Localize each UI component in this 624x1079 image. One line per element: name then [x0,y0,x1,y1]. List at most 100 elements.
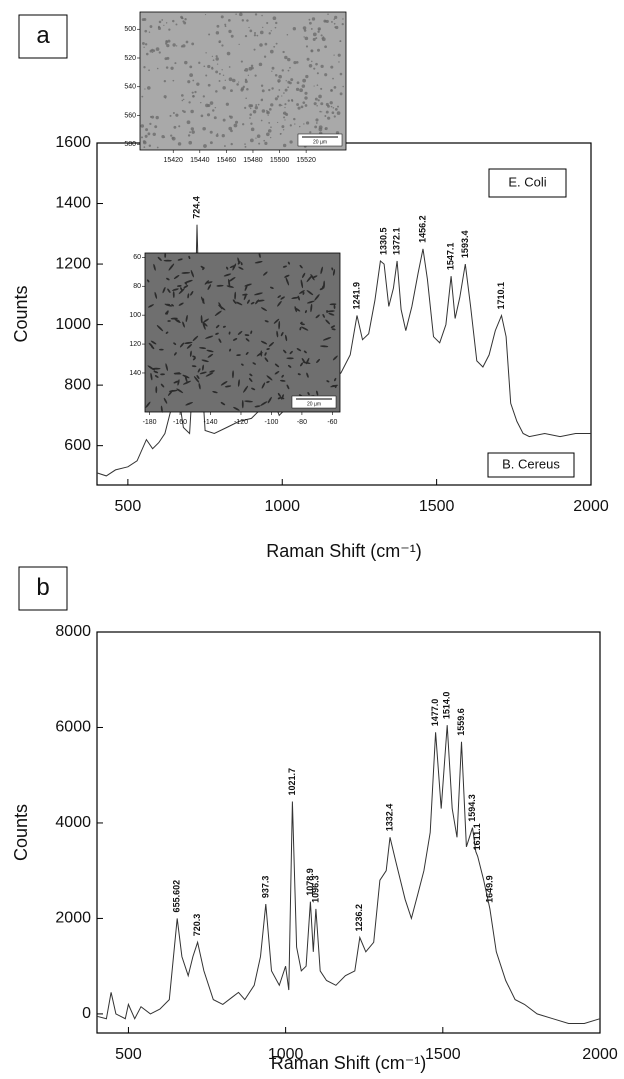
inset-speck [274,97,278,101]
inset-speck [293,117,296,121]
inset-cell [300,362,303,367]
inset-speck [143,17,147,21]
x-tick-label: 1500 [425,1046,461,1063]
inset-cell [277,295,281,298]
inset-speck [283,92,285,94]
inset-speck [299,125,301,128]
inset-speck [249,138,254,143]
inset-speck [324,115,327,117]
inset-speck [180,94,184,97]
inset-speck [194,90,197,94]
inset-speck [252,109,257,114]
inset-cell [172,288,179,291]
inset-speck [301,84,306,88]
inset-y-tick-label: 100 [129,312,141,319]
inset-cell [182,374,190,379]
inset-cell [165,363,168,371]
inset-cell [173,372,182,375]
inset-cell [237,261,241,265]
inset-cell [204,280,210,285]
inset-speck [262,26,264,29]
inset-speck [184,60,188,65]
inset-y-tick-label: 120 [129,341,141,348]
inset-speck [314,97,318,101]
inset-cell [228,278,231,288]
inset-speck [315,122,318,124]
inset-speck [246,87,249,91]
inset-speck [220,15,224,19]
inset-y-tick-label: 580 [124,141,136,148]
inset-speck [189,65,193,69]
inset-cell [177,379,180,386]
inset-speck [315,118,319,122]
inset-speck [205,52,207,54]
inset-cell [266,348,270,350]
inset-speck [186,120,191,125]
inset-speck [268,88,271,92]
inset-cell [245,351,249,355]
inset-speck [337,105,339,108]
inset-speck [283,116,286,119]
inset-cell [167,389,173,396]
inset-speck [248,104,252,108]
inset-speck [178,125,181,128]
inset-speck [222,118,226,122]
x-axis-title: Raman Shift (cm⁻¹) [266,541,422,561]
inset-cell [325,319,331,325]
inset-speck [256,34,259,37]
inset-speck [331,111,335,115]
inset-speck [230,89,233,93]
inset-speck [143,146,146,148]
inset-speck [281,125,285,129]
inset-x-tick-label: -100 [264,419,278,426]
inset-cell [299,264,303,269]
inset-speck [325,110,329,114]
inset-cell [157,256,162,261]
inset-speck [319,110,322,113]
peak-label: 1477.0 [430,699,440,727]
peak-label: 1372.1 [392,228,402,256]
inset-speck [266,109,268,112]
inset-speck [250,122,253,125]
peak-label: 1236.2 [354,904,364,932]
inset-cell [206,349,214,353]
inset-speck [245,97,247,100]
inset-cell [291,296,299,300]
inset-speck [304,36,309,41]
inset-speck [165,22,168,24]
inset-speck [148,31,151,33]
y-tick-label: 1000 [55,316,91,333]
inset-speck [289,140,293,144]
legend-box [487,452,575,478]
inset-speck [161,135,165,139]
inset-speck [168,28,171,31]
inset-cell [270,286,274,289]
inset-speck [281,95,283,97]
inset-cell [150,372,153,381]
inset-cell [273,318,280,324]
inset-speck [248,26,250,29]
inset-cell [172,291,175,299]
inset-speck [334,15,338,19]
inset-speck [190,127,194,131]
inset-speck [320,34,323,37]
inset-speck [333,18,335,20]
inset-speck [342,85,344,88]
inset-cell [248,377,253,382]
inset-speck [284,55,288,60]
inset-speck [247,74,250,76]
inset-cell [205,372,214,377]
inset-speck [200,114,204,118]
inset-speck [148,69,150,72]
inset-speck [286,33,289,36]
inset-speck [290,78,294,82]
inset-speck [209,101,214,105]
inset-cell [297,295,300,301]
inset-cell [260,307,267,312]
inset-cell [164,253,167,258]
peak-label: 1332.4 [384,804,394,832]
inset-speck [191,91,194,94]
inset-cell [297,373,301,376]
inset-speck [212,59,215,62]
inset-speck [155,115,159,120]
